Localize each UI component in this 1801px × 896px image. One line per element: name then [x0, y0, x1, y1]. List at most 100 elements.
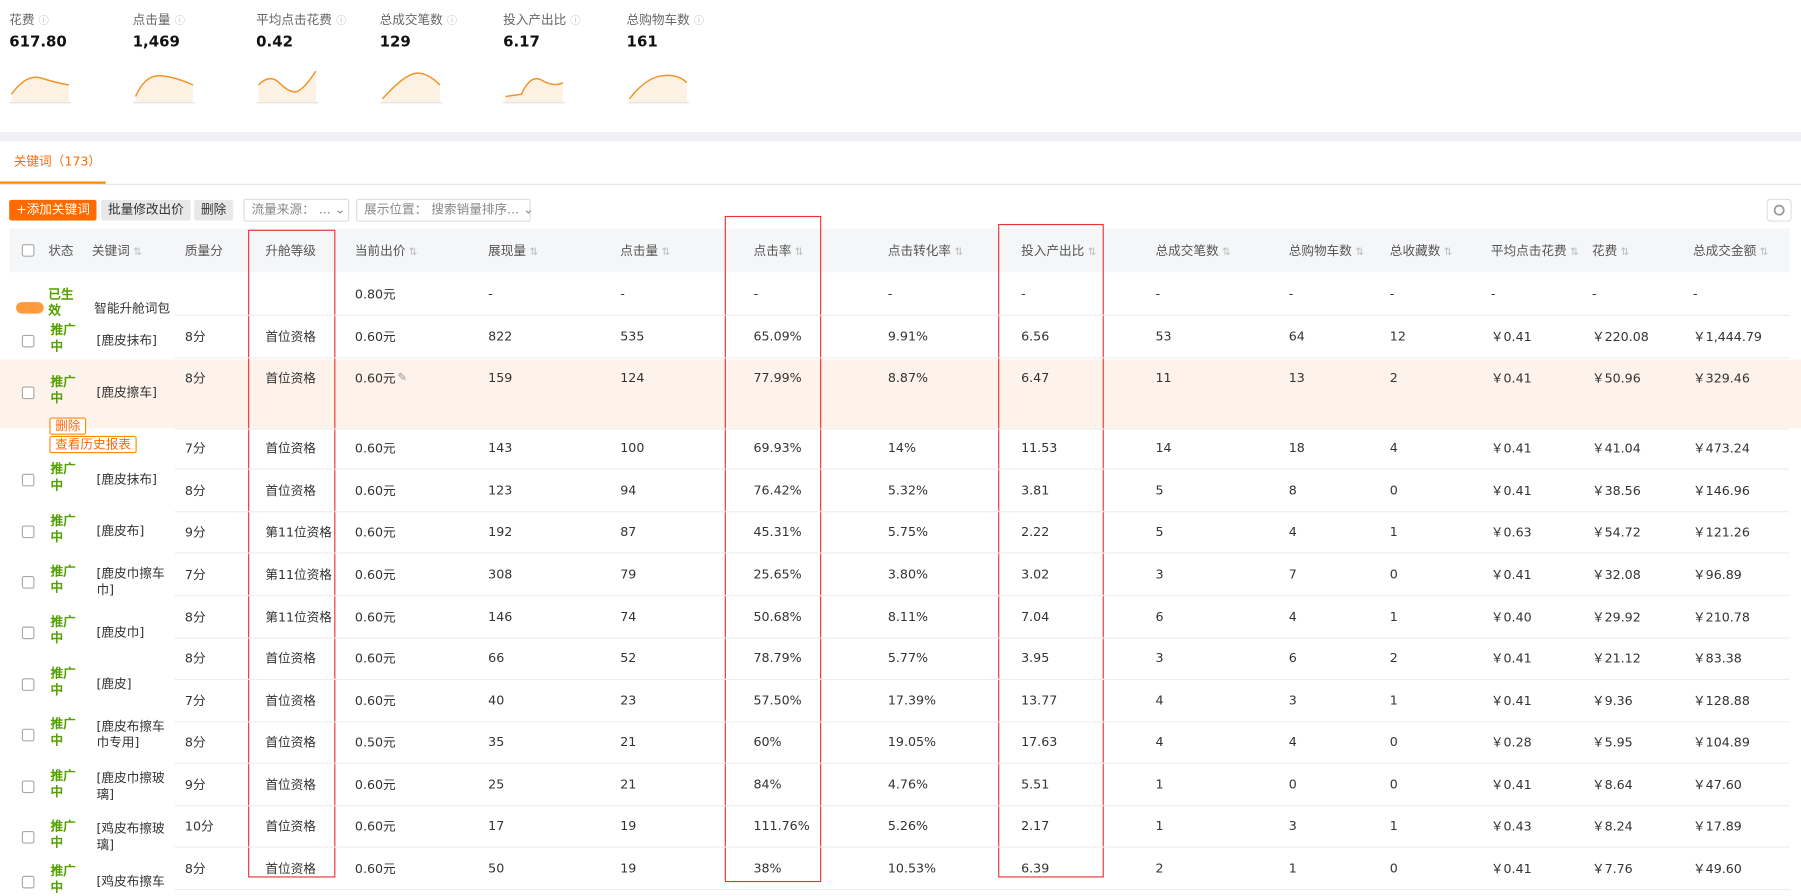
cell: 94 [620, 482, 637, 498]
column-header: 总购物车数 [1289, 241, 1364, 259]
cell: 50.68% [753, 609, 802, 625]
cell: 2 [1389, 370, 1398, 386]
cell: 6.56 [1021, 329, 1050, 345]
cell: 40 [488, 693, 505, 709]
cell: 8分 [184, 861, 206, 877]
action-delete[interactable]: 删除 [49, 417, 87, 435]
status: 推广中 [50, 374, 76, 406]
cell: 21 [620, 734, 637, 750]
row-checkbox[interactable] [21, 525, 35, 539]
cell: - [1591, 286, 1597, 302]
cell: ￥9.36 [1591, 693, 1633, 709]
cell: ￥49.60 [1693, 861, 1742, 877]
row-checkbox[interactable] [21, 473, 35, 487]
keyword: [鹿皮抹布] [96, 333, 157, 349]
cell: 8.87% [887, 370, 929, 386]
select-all[interactable] [21, 244, 35, 257]
cell: 0 [1389, 566, 1398, 582]
cell: 5 [1155, 524, 1164, 540]
row-line [174, 805, 1790, 807]
tab[interactable]: 关键词（173） [13, 153, 102, 169]
add-button[interactable]: +添加关键词 [9, 199, 97, 221]
cell: ￥8.64 [1591, 777, 1633, 793]
keyword: [鹿皮布擦车巾专用] [96, 719, 165, 751]
cell: 0.60元 [354, 861, 396, 877]
cell: 69.93% [753, 440, 802, 456]
cell: 25 [488, 777, 505, 792]
metric-label: 总购物车数 ⓘ [626, 12, 705, 28]
batch-button[interactable]: 批量修改出价 [101, 199, 191, 221]
delete-button[interactable]: 删除 [194, 199, 234, 221]
cell: 0 [1389, 777, 1398, 792]
status: 推广中 [50, 818, 76, 850]
keyword: [鹿皮巾擦车巾] [96, 566, 165, 598]
cell: 87 [620, 524, 637, 540]
row-checkbox[interactable] [21, 576, 35, 589]
action-history[interactable]: 查看历史报表 [49, 435, 137, 454]
cell: ￥0.41 [1490, 483, 1532, 499]
row-line [174, 721, 1790, 723]
row-line [174, 889, 1790, 891]
cell: 0.60元 [354, 524, 396, 540]
metric-value: 617.80 [9, 33, 67, 52]
cell: 17.39% [887, 693, 937, 709]
cell: 8分 [184, 483, 206, 499]
row-checkbox[interactable] [21, 626, 35, 640]
column-header: 点击转化率 [888, 241, 963, 259]
row-checkbox[interactable] [21, 728, 35, 742]
cell: 13.77 [1021, 693, 1058, 709]
cell: 7分 [184, 693, 206, 709]
cell: - [620, 286, 625, 302]
metric-value: 161 [626, 33, 658, 52]
metric-label: 投入产出比 ⓘ [503, 12, 581, 28]
row-checkbox[interactable] [21, 678, 35, 691]
cell: ￥329.46 [1693, 370, 1750, 386]
keyword: [鹿皮擦车] [96, 384, 157, 400]
metric-value: 6.17 [503, 33, 540, 52]
keyword: [鸡皮布擦玻璃] [96, 821, 165, 853]
cell: ￥104.89 [1693, 735, 1750, 751]
cell: 首位资格 [265, 861, 316, 877]
cell: ￥0.41 [1490, 777, 1532, 793]
source-value: ... [318, 202, 331, 218]
cell: ￥0.43 [1490, 818, 1532, 834]
column-header: 质量分 [184, 243, 223, 259]
position-select[interactable]: 展示位置： 搜索销量排序... ⌄ [356, 198, 534, 222]
cell: ￥210.78 [1693, 609, 1750, 625]
cell: 首位资格 [265, 735, 316, 751]
help-icon: ⓘ [335, 16, 347, 28]
cell: 66 [488, 650, 505, 666]
cell: 5.51 [1021, 777, 1050, 792]
source-select[interactable]: 流量来源： ... ⌄ [243, 198, 350, 222]
column-header: 投入产出比 [1021, 241, 1096, 259]
cell: 2.17 [1021, 818, 1050, 834]
row-checkbox[interactable] [21, 875, 35, 889]
cell: 25.65% [753, 566, 802, 582]
cell: ￥0.41 [1490, 329, 1532, 345]
cell: 3.80% [887, 566, 929, 582]
row-checkbox[interactable] [21, 386, 35, 400]
sparkline [9, 76, 72, 104]
cell: 0.60元 [354, 651, 396, 667]
row-highlight [0, 359, 1801, 429]
cell: 1 [1389, 693, 1398, 709]
row-checkbox[interactable] [21, 831, 35, 844]
cell: ￥121.26 [1693, 524, 1750, 540]
status: 推广中 [50, 863, 76, 895]
cell: 0.50元 [354, 735, 396, 751]
sparkline [256, 70, 319, 104]
cell: 1 [1288, 860, 1297, 876]
metric-label: 平均点击花费 ⓘ [256, 12, 347, 28]
cell: 1 [1155, 818, 1164, 834]
settings-icon[interactable] [1766, 198, 1792, 222]
cell: 0.60元 [354, 818, 396, 834]
row-checkbox[interactable] [21, 334, 35, 348]
cell: 5.77% [887, 650, 929, 666]
cell: 77.99% [753, 370, 802, 386]
row-line [174, 552, 1790, 554]
column-header: 当前出价 [355, 241, 417, 259]
cell: ￥0.41 [1490, 370, 1532, 386]
toggle[interactable] [16, 302, 44, 314]
cell: 123 [488, 482, 513, 498]
row-checkbox[interactable] [21, 780, 35, 794]
